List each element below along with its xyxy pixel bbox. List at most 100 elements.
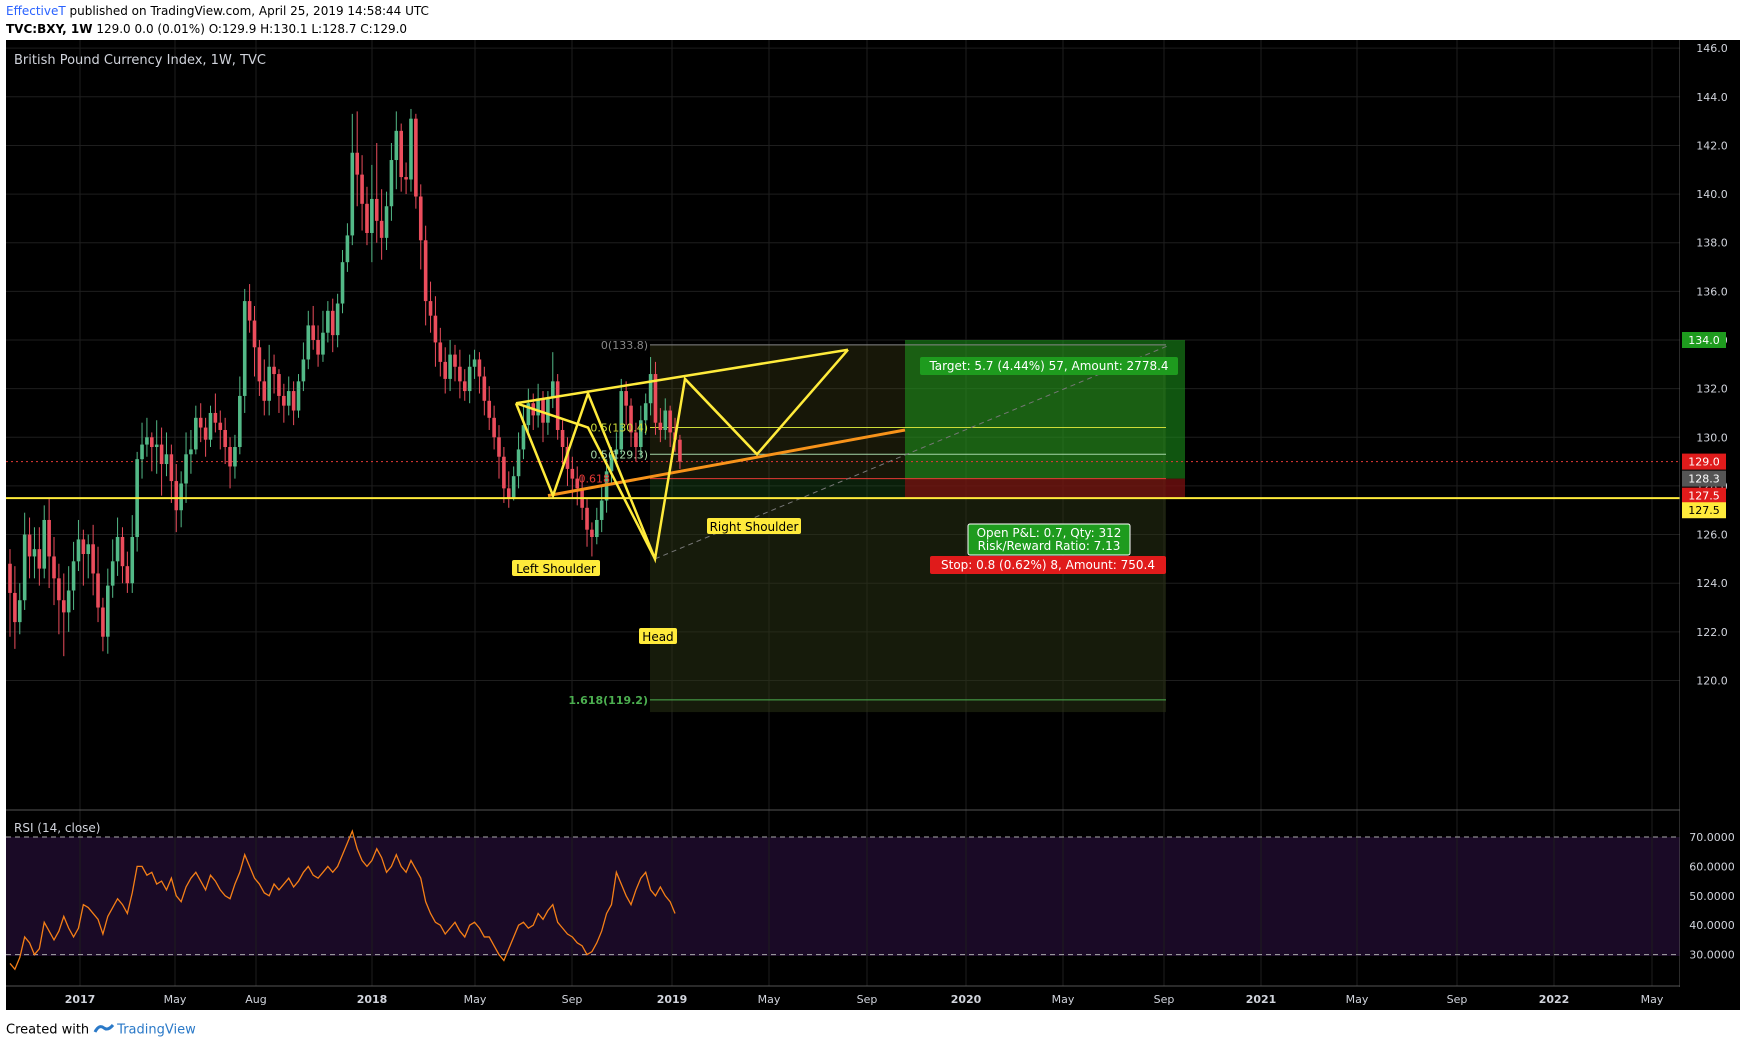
candle-body: [326, 310, 330, 333]
candle-body: [96, 573, 100, 608]
price-tick-label: 144.0: [1696, 91, 1728, 104]
right-shoulder-label: Right Shoulder: [710, 520, 799, 534]
candle-body: [467, 366, 472, 392]
candle-body: [330, 310, 335, 336]
candle-body: [658, 422, 663, 430]
candle-body: [238, 395, 242, 448]
candle-body: [516, 449, 521, 477]
candle-body: [433, 315, 438, 343]
upper-trendline: [515, 348, 849, 405]
candle-body: [678, 439, 682, 462]
candle-body: [145, 437, 149, 445]
target-price-flag: 134.0: [1688, 334, 1720, 347]
candle-body: [360, 174, 364, 204]
candle-body: [384, 206, 389, 238]
time-tick-label: 2018: [357, 993, 388, 1006]
time-tick-label: 2017: [65, 993, 96, 1006]
candle-body: [502, 456, 506, 489]
candle-body: [61, 600, 66, 613]
candle-body: [374, 198, 379, 221]
pattern-drawings: Left Shoulder Head Right Shoulder 0(133.8) 0…: [6, 339, 1680, 707]
candle-body: [208, 412, 213, 440]
time-tick-label: May: [464, 993, 487, 1006]
candle-body: [286, 391, 291, 406]
candle-body: [81, 539, 86, 555]
candle-body: [159, 444, 164, 465]
last-price-flag: 129.0: [1688, 456, 1720, 469]
candle-body: [443, 361, 448, 379]
candle-body: [301, 359, 306, 382]
candle-body: [541, 398, 545, 423]
rsi-tick-label: 40.0000: [1689, 919, 1735, 932]
candle-body: [101, 607, 105, 637]
time-tick-label: May: [1052, 993, 1075, 1006]
time-tick-label: Aug: [245, 993, 266, 1006]
candle-body: [57, 578, 61, 601]
stop-zone: [905, 478, 1185, 499]
candle-body: [492, 417, 496, 438]
fib-label-0: 0(133.8): [601, 339, 648, 352]
candle-body: [511, 476, 516, 499]
target-label: Target: 5.7 (4.44%) 57, Amount: 2778.4: [928, 359, 1168, 373]
candle-body: [653, 374, 658, 423]
target-label-box: [920, 357, 1178, 375]
candle-body: [272, 366, 276, 375]
tradingview-link[interactable]: TradingView: [117, 1022, 196, 1038]
candle-body: [130, 536, 135, 584]
candle-body: [590, 529, 594, 537]
candle-body: [282, 395, 286, 406]
candle-body: [497, 437, 501, 457]
stop-price-flag-box: [1682, 487, 1726, 504]
candle-body: [233, 447, 237, 467]
candle-body: [629, 405, 633, 433]
candle-body: [189, 449, 193, 455]
fib-box-bottom: [650, 478, 1166, 713]
candle-body: [47, 519, 51, 557]
price-tick-label: 142.0: [1696, 139, 1728, 152]
prev-price-flag: 128.3: [1688, 473, 1720, 486]
time-tick-label: 2019: [657, 993, 688, 1006]
candle-body: [570, 468, 575, 479]
candle-body: [609, 454, 614, 472]
candle-body: [526, 403, 531, 426]
candle-body: [428, 301, 433, 316]
candle-body: [418, 196, 423, 241]
candle-body: [565, 447, 570, 469]
candle-body: [639, 420, 643, 448]
candle-body: [66, 590, 71, 613]
candle-body: [550, 381, 555, 399]
price-tick-label: 140.0: [1696, 188, 1728, 201]
candle-body: [340, 262, 345, 304]
candle-body: [404, 177, 408, 180]
right-shoulder-label-box: [707, 518, 801, 534]
candle-body: [42, 519, 47, 569]
candle-body: [194, 417, 198, 450]
rsi-tick-label: 70.0000: [1689, 831, 1735, 844]
time-axis-bg: [6, 987, 1680, 1010]
pattern-zigzag-inner: [515, 402, 657, 560]
rsi-tick-label: 60.0000: [1689, 860, 1735, 873]
head-label: Head: [642, 630, 673, 644]
price-tick-label: 120.0: [1696, 674, 1728, 687]
candle-body: [110, 561, 115, 586]
candle-body: [599, 500, 604, 520]
price-tick-label: 138.0: [1696, 237, 1728, 250]
candle-body: [453, 354, 457, 367]
price-tick-label: 126.0: [1696, 529, 1728, 542]
pnl-label: Open P&L: 0.7, Qty: 312: [977, 526, 1122, 540]
candle-body: [311, 325, 315, 340]
symbol-info: TVC:BXY, 1W 129.0 0.0 (0.01%) O:129.9 H:…: [6, 22, 407, 36]
candle-body: [335, 303, 340, 336]
candle-body: [648, 374, 653, 404]
candle-body: [218, 422, 223, 430]
candle-body: [179, 483, 183, 511]
candle-body: [458, 366, 462, 382]
candle-body: [634, 432, 638, 448]
author-link[interactable]: EffectiveT: [6, 4, 66, 18]
fib-label-05a: 0.5(130.4): [590, 422, 648, 435]
candle-body: [262, 381, 267, 401]
candle-body: [462, 381, 467, 392]
candle-body: [350, 152, 355, 236]
candle-body: [355, 152, 359, 175]
